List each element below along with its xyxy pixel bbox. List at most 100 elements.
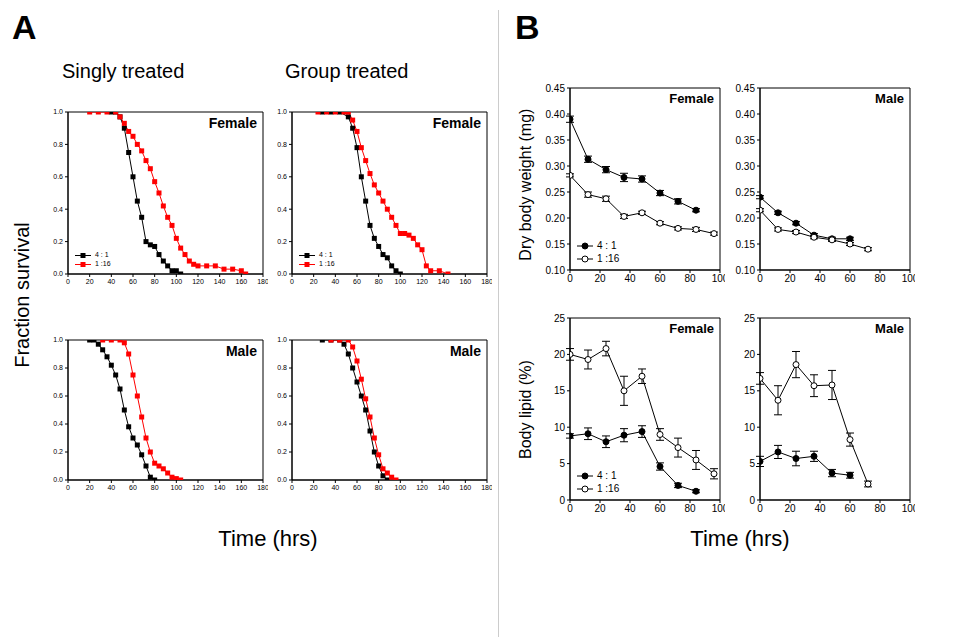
svg-text:5: 5 bbox=[559, 458, 565, 469]
svg-text:140: 140 bbox=[438, 278, 450, 285]
svg-text:10: 10 bbox=[744, 422, 756, 433]
svg-text:40: 40 bbox=[107, 484, 115, 491]
svg-text:80: 80 bbox=[375, 278, 383, 285]
svg-text:20: 20 bbox=[784, 503, 796, 514]
svg-text:0.6: 0.6 bbox=[53, 392, 63, 399]
svg-text:80: 80 bbox=[151, 278, 159, 285]
svg-text:0.2: 0.2 bbox=[53, 238, 63, 245]
svg-text:60: 60 bbox=[654, 503, 666, 514]
svg-text:40: 40 bbox=[331, 484, 339, 491]
svg-text:0: 0 bbox=[757, 503, 763, 514]
svg-text:0.4: 0.4 bbox=[277, 206, 287, 213]
svg-text:60: 60 bbox=[353, 484, 361, 491]
svg-text:20: 20 bbox=[310, 278, 318, 285]
svg-text:0.15: 0.15 bbox=[546, 239, 566, 250]
svg-text:160: 160 bbox=[459, 484, 471, 491]
svg-text:60: 60 bbox=[353, 278, 361, 285]
svg-text:60: 60 bbox=[129, 484, 137, 491]
svg-text:0.2: 0.2 bbox=[53, 448, 63, 455]
svg-text:0.25: 0.25 bbox=[736, 187, 756, 198]
svg-text:0.35: 0.35 bbox=[546, 135, 566, 146]
svg-text:100: 100 bbox=[394, 278, 406, 285]
svg-text:40: 40 bbox=[814, 503, 826, 514]
svg-text:80: 80 bbox=[684, 503, 696, 514]
svg-text:60: 60 bbox=[844, 273, 856, 284]
svg-text:160: 160 bbox=[235, 484, 247, 491]
svg-text:0.4: 0.4 bbox=[53, 206, 63, 213]
svg-text:100: 100 bbox=[712, 273, 725, 284]
svg-text:0: 0 bbox=[567, 503, 573, 514]
svg-text:0.2: 0.2 bbox=[277, 448, 287, 455]
svg-text:0.35: 0.35 bbox=[736, 135, 756, 146]
svg-text:120: 120 bbox=[416, 484, 428, 491]
svg-text:0.40: 0.40 bbox=[736, 109, 756, 120]
svg-text:40: 40 bbox=[814, 273, 826, 284]
svg-text:0.0: 0.0 bbox=[277, 476, 287, 483]
svg-text:100: 100 bbox=[902, 503, 915, 514]
svg-text:1.0: 1.0 bbox=[277, 336, 287, 343]
svg-text:0.20: 0.20 bbox=[546, 213, 566, 224]
svg-text:20: 20 bbox=[784, 273, 796, 284]
svg-text:0.45: 0.45 bbox=[546, 83, 566, 94]
svg-text:0.15: 0.15 bbox=[736, 239, 756, 250]
svg-text:0.6: 0.6 bbox=[277, 392, 287, 399]
svg-text:0.2: 0.2 bbox=[277, 238, 287, 245]
svg-text:60: 60 bbox=[654, 273, 666, 284]
svg-text:0.8: 0.8 bbox=[277, 141, 287, 148]
svg-text:0.30: 0.30 bbox=[736, 161, 756, 172]
svg-text:0: 0 bbox=[749, 495, 755, 506]
svg-text:40: 40 bbox=[107, 278, 115, 285]
svg-text:20: 20 bbox=[594, 273, 606, 284]
svg-text:180: 180 bbox=[481, 484, 492, 491]
svg-text:15: 15 bbox=[744, 385, 756, 396]
svg-text:80: 80 bbox=[375, 484, 383, 491]
svg-text:0.20: 0.20 bbox=[736, 213, 756, 224]
svg-text:60: 60 bbox=[129, 278, 137, 285]
svg-text:0: 0 bbox=[559, 495, 565, 506]
svg-text:0.45: 0.45 bbox=[736, 83, 756, 94]
svg-text:0.6: 0.6 bbox=[277, 173, 287, 180]
svg-text:0.10: 0.10 bbox=[736, 265, 756, 276]
svg-text:100: 100 bbox=[712, 503, 725, 514]
svg-text:0.8: 0.8 bbox=[53, 141, 63, 148]
svg-text:80: 80 bbox=[874, 273, 886, 284]
svg-text:0: 0 bbox=[66, 278, 70, 285]
svg-text:0.4: 0.4 bbox=[53, 420, 63, 427]
svg-text:0.0: 0.0 bbox=[277, 270, 287, 277]
svg-text:120: 120 bbox=[416, 278, 428, 285]
svg-text:160: 160 bbox=[459, 278, 471, 285]
svg-text:0.40: 0.40 bbox=[546, 109, 566, 120]
svg-text:0.0: 0.0 bbox=[53, 270, 63, 277]
svg-text:0.30: 0.30 bbox=[546, 161, 566, 172]
svg-text:20: 20 bbox=[744, 349, 756, 360]
svg-text:0: 0 bbox=[290, 484, 294, 491]
svg-text:40: 40 bbox=[624, 503, 636, 514]
svg-text:0.0: 0.0 bbox=[53, 476, 63, 483]
svg-text:140: 140 bbox=[438, 484, 450, 491]
svg-text:100: 100 bbox=[170, 278, 182, 285]
svg-text:0: 0 bbox=[290, 278, 294, 285]
svg-text:20: 20 bbox=[554, 349, 566, 360]
svg-text:0: 0 bbox=[757, 273, 763, 284]
svg-text:5: 5 bbox=[749, 458, 755, 469]
svg-text:10: 10 bbox=[554, 422, 566, 433]
svg-text:160: 160 bbox=[235, 278, 247, 285]
svg-text:15: 15 bbox=[554, 385, 566, 396]
svg-text:80: 80 bbox=[151, 484, 159, 491]
svg-text:0.10: 0.10 bbox=[546, 265, 566, 276]
svg-text:20: 20 bbox=[594, 503, 606, 514]
svg-text:80: 80 bbox=[874, 503, 886, 514]
svg-text:25: 25 bbox=[554, 313, 566, 324]
svg-text:140: 140 bbox=[214, 278, 226, 285]
svg-text:140: 140 bbox=[214, 484, 226, 491]
svg-text:0: 0 bbox=[567, 273, 573, 284]
svg-text:100: 100 bbox=[902, 273, 915, 284]
svg-text:1.0: 1.0 bbox=[277, 108, 287, 115]
svg-text:180: 180 bbox=[481, 278, 492, 285]
svg-text:0.25: 0.25 bbox=[546, 187, 566, 198]
svg-text:1.0: 1.0 bbox=[53, 108, 63, 115]
svg-text:20: 20 bbox=[310, 484, 318, 491]
svg-text:25: 25 bbox=[744, 313, 756, 324]
svg-text:20: 20 bbox=[86, 484, 94, 491]
svg-text:120: 120 bbox=[192, 278, 204, 285]
